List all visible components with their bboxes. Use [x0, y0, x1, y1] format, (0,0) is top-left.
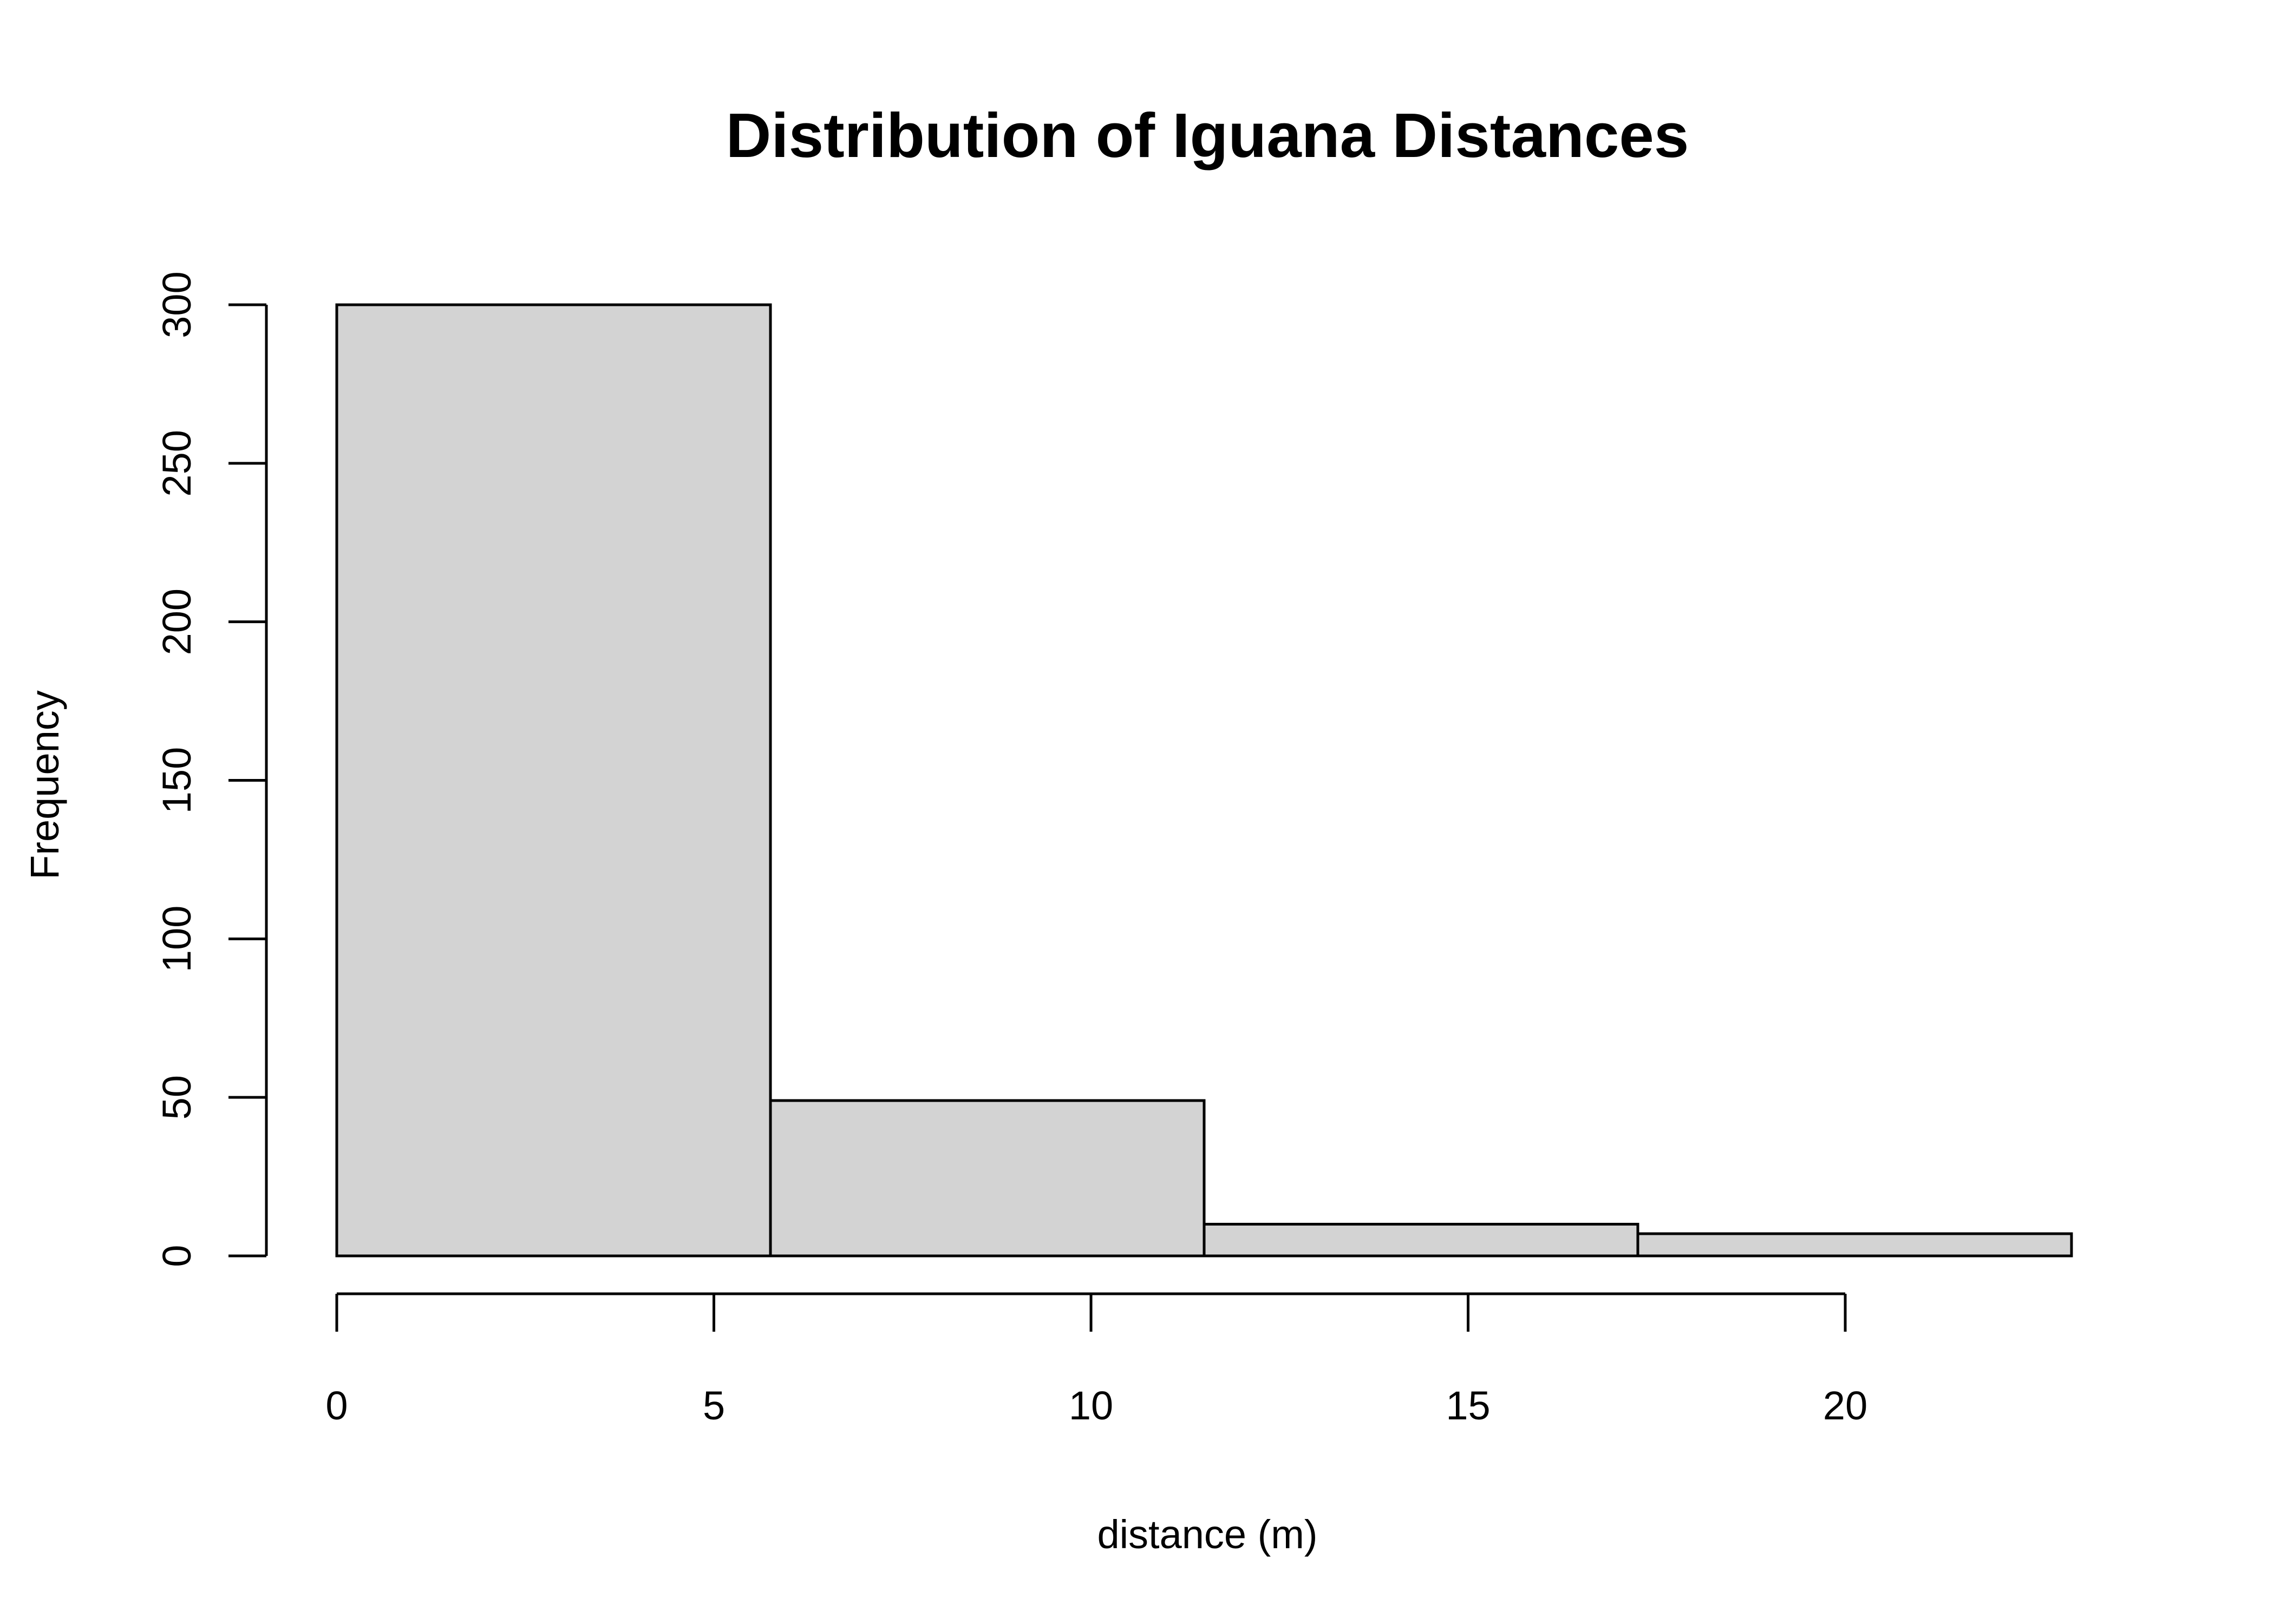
y-tick-label: 200: [154, 588, 199, 655]
chart-title: Distribution of Iguana Distances: [726, 100, 1689, 171]
bars-layer: [335, 303, 2073, 1258]
y-tick-label: 100: [154, 906, 199, 972]
x-tick-label: 15: [1446, 1383, 1490, 1428]
histogram-bar-4: [1636, 1232, 2073, 1258]
y-tick-label: 50: [154, 1075, 199, 1119]
x-tick-label: 20: [1823, 1383, 1867, 1428]
x-tick-label: 5: [703, 1383, 725, 1428]
y-tick-label: 300: [154, 271, 199, 338]
x-tick-label: 10: [1069, 1383, 1113, 1428]
y-axis-label: Frequency: [22, 690, 67, 880]
x-axis: 0 5 10 15 20: [325, 1292, 1867, 1428]
y-tick-label: 150: [154, 747, 199, 814]
y-tick-label: 0: [154, 1245, 199, 1267]
histogram-bar-1: [335, 303, 772, 1258]
y-tick-label: 250: [154, 430, 199, 496]
histogram-bar-3: [1203, 1222, 1639, 1258]
x-tick-label: 0: [325, 1383, 348, 1428]
y-axis: 0 50 100 150 200 250 300: [154, 271, 268, 1267]
histogram-bar-2: [769, 1099, 1206, 1258]
x-axis-label: distance (m): [1097, 1512, 1317, 1557]
